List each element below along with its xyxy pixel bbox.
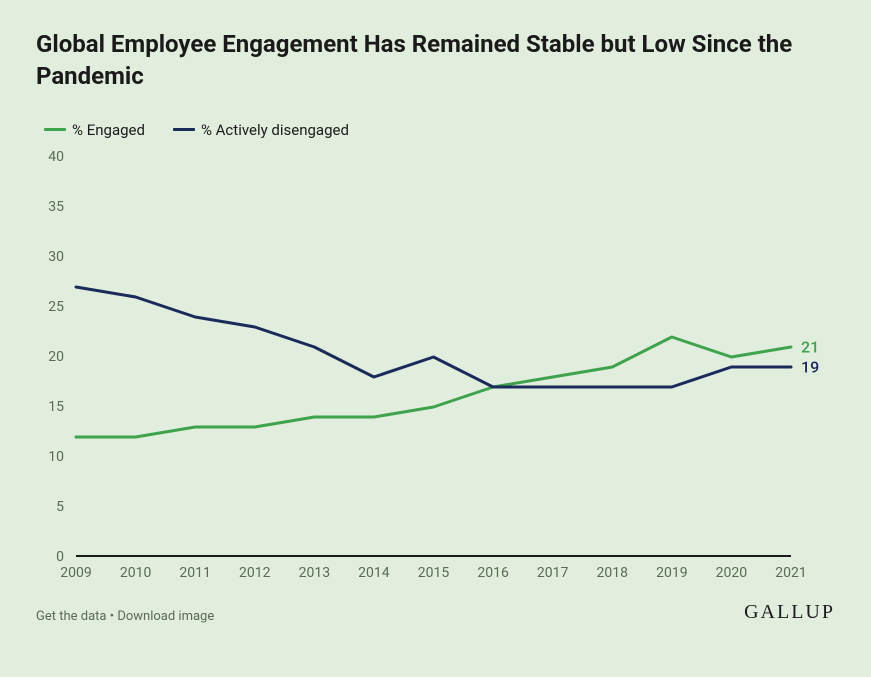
legend-label-engaged: % Engaged [72,121,145,139]
line-chart-svg [76,157,791,557]
y-tick: 25 [48,299,64,315]
x-tick: 2017 [537,565,568,581]
x-tick: 2014 [358,565,389,581]
x-tick: 2013 [299,565,330,581]
legend-item-disengaged: % Actively disengaged [173,121,349,139]
x-tick: 2012 [239,565,270,581]
legend-label-disengaged: % Actively disengaged [201,121,349,139]
brand-logo: GALLUP [744,601,835,624]
y-axis: 0510152025303540 [36,157,70,557]
x-tick: 2015 [418,565,449,581]
x-tick: 2009 [60,565,91,581]
y-tick: 35 [48,199,64,215]
chart-title: Global Employee Engagement Has Remained … [36,28,835,93]
y-tick: 0 [56,549,64,565]
y-tick: 15 [48,399,64,415]
y-tick: 40 [48,149,64,165]
x-baseline [76,555,791,557]
y-tick: 30 [48,249,64,265]
plot-area [76,157,791,557]
line-disengaged [76,287,791,387]
legend-swatch-engaged [44,128,66,131]
legend: % Engaged % Actively disengaged [44,121,835,139]
y-tick: 20 [48,349,64,365]
end-label-engaged: 21 [801,337,819,356]
get-data-link[interactable]: Get the data [36,609,106,624]
legend-swatch-disengaged [173,128,195,131]
x-tick: 2018 [597,565,628,581]
x-tick: 2016 [477,565,508,581]
y-tick: 5 [56,499,64,515]
footer-links: Get the data • Download image [36,609,214,624]
x-tick: 2020 [716,565,747,581]
legend-item-engaged: % Engaged [44,121,145,139]
footer-sep: • [106,609,117,624]
x-tick: 2019 [656,565,687,581]
x-tick: 2010 [120,565,151,581]
download-image-link[interactable]: Download image [117,609,214,624]
footer: Get the data • Download image GALLUP [36,601,835,624]
y-tick: 10 [48,449,64,465]
x-tick: 2011 [179,565,210,581]
x-tick: 2021 [775,565,806,581]
line-engaged [76,337,791,437]
end-label-disengaged: 19 [801,357,819,376]
x-axis: 2009201020112012201320142015201620172018… [76,559,791,587]
chart-area: 0510152025303540 20092010201120122013201… [36,157,835,587]
